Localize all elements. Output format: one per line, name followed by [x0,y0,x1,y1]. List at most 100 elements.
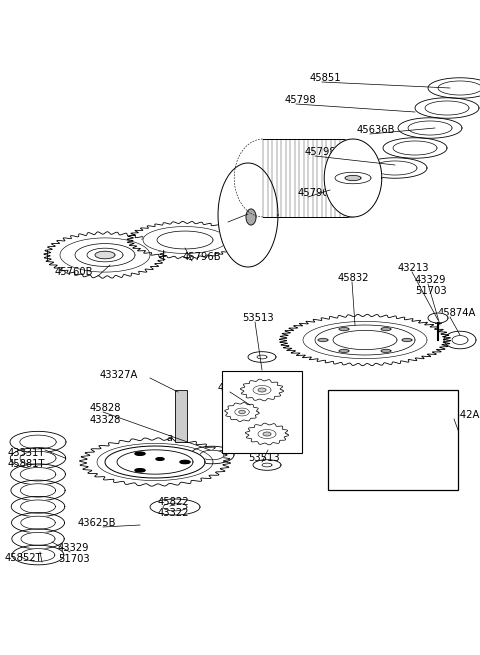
Polygon shape [258,388,266,392]
Text: 45751: 45751 [218,213,250,223]
Polygon shape [246,209,256,225]
Text: 43328: 43328 [90,415,121,425]
Polygon shape [245,423,288,445]
Polygon shape [356,446,420,466]
Polygon shape [253,386,271,394]
Polygon shape [21,533,55,546]
Polygon shape [150,499,200,515]
Text: 45842A: 45842A [442,410,480,420]
Polygon shape [383,138,447,159]
Polygon shape [239,410,245,414]
Text: 45760B: 45760B [55,267,94,277]
Polygon shape [370,398,406,410]
Polygon shape [234,139,382,217]
Polygon shape [157,231,213,249]
Text: 51703: 51703 [415,286,446,296]
Polygon shape [248,352,276,362]
Text: a: a [167,433,173,443]
Polygon shape [20,435,56,449]
Text: 53513: 53513 [248,453,280,463]
Text: 45636B: 45636B [357,125,396,135]
Text: a: a [356,425,362,435]
Polygon shape [117,450,193,474]
Polygon shape [156,458,164,460]
Polygon shape [12,545,64,565]
Polygon shape [180,460,190,464]
Polygon shape [428,78,480,98]
Polygon shape [318,339,328,341]
Text: 45822: 45822 [158,497,190,507]
Bar [328,390,458,490]
Bar [222,371,302,453]
Polygon shape [370,424,406,436]
Text: 45874A: 45874A [438,308,476,318]
Text: 45851: 45851 [310,73,342,83]
Polygon shape [97,443,213,481]
Text: 45798: 45798 [305,147,336,157]
Polygon shape [258,430,276,438]
Polygon shape [402,339,412,341]
Polygon shape [356,433,420,453]
Polygon shape [21,549,55,561]
Polygon shape [315,325,415,355]
Polygon shape [370,411,406,422]
Polygon shape [415,98,479,119]
Polygon shape [345,176,361,181]
Text: 45790B: 45790B [298,188,336,198]
Polygon shape [303,322,427,358]
Polygon shape [44,232,166,278]
Polygon shape [257,355,267,359]
Polygon shape [21,500,55,513]
Polygon shape [279,314,451,365]
Polygon shape [135,452,145,455]
Polygon shape [363,158,427,178]
Text: 43327A: 43327A [100,370,138,380]
Polygon shape [11,480,65,500]
Polygon shape [370,450,406,462]
Polygon shape [408,121,452,135]
Polygon shape [381,349,391,352]
Bar [175,390,187,442]
Polygon shape [95,252,115,259]
Polygon shape [20,451,56,465]
Polygon shape [75,244,135,267]
Text: 43213: 43213 [398,263,430,273]
Polygon shape [452,335,468,345]
Polygon shape [10,447,66,469]
Text: a: a [376,390,382,400]
Polygon shape [339,349,349,352]
Polygon shape [262,463,272,467]
Text: 45881T: 45881T [8,459,46,469]
Polygon shape [240,379,284,401]
Polygon shape [225,402,259,422]
Text: 43331T: 43331T [8,448,46,458]
Text: a: a [390,425,396,435]
Polygon shape [11,464,65,485]
Polygon shape [11,496,65,517]
Polygon shape [80,438,230,486]
Polygon shape [105,446,205,478]
Text: 45798: 45798 [285,95,317,105]
Polygon shape [438,81,480,95]
Text: a: a [365,410,371,420]
Polygon shape [356,407,420,427]
Polygon shape [60,238,150,272]
Polygon shape [20,484,56,497]
Polygon shape [10,432,66,453]
Polygon shape [12,513,64,533]
Polygon shape [333,330,397,350]
Text: 45852T: 45852T [5,553,43,563]
Polygon shape [143,227,227,253]
Polygon shape [428,313,448,323]
Polygon shape [127,221,243,259]
Polygon shape [370,438,406,449]
Polygon shape [21,516,55,529]
Text: 43329: 43329 [58,543,89,553]
Polygon shape [339,328,349,331]
Polygon shape [393,141,437,155]
Polygon shape [335,172,371,184]
Polygon shape [163,503,187,511]
Polygon shape [324,139,382,217]
Text: 45832: 45832 [338,273,370,283]
Polygon shape [12,529,64,549]
